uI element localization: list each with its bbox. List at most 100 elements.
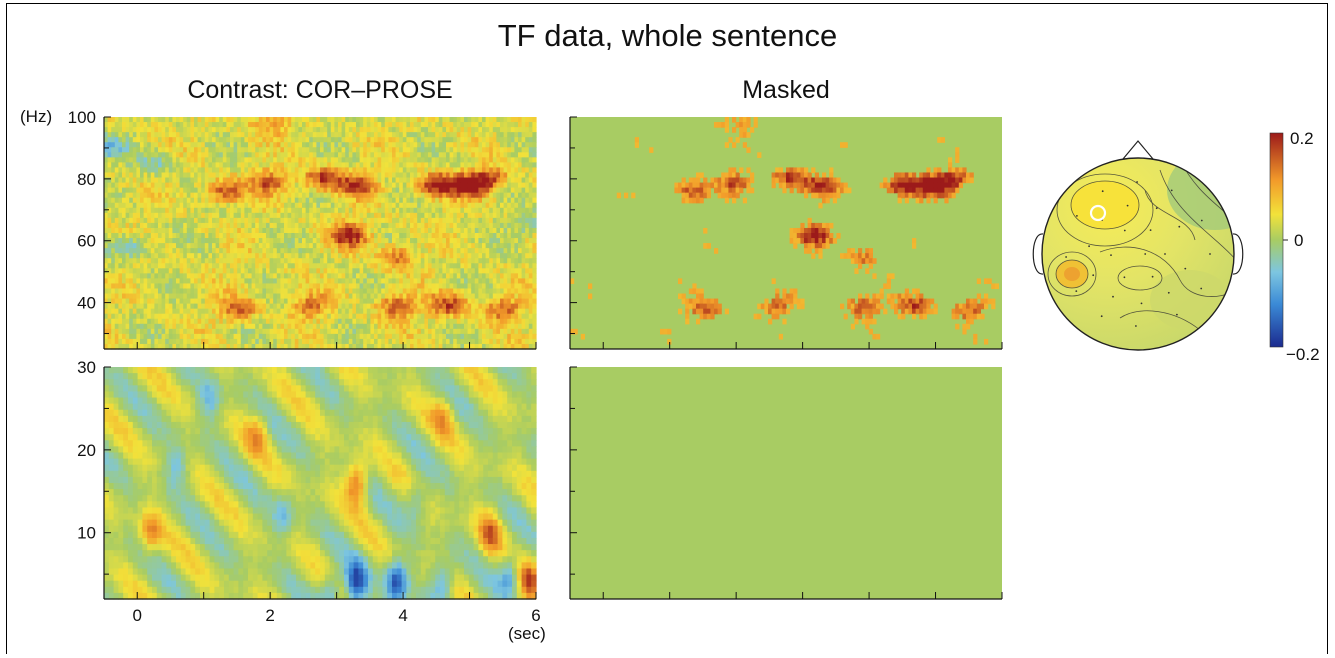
heatmap-cell xyxy=(420,338,425,345)
heatmap-cell xyxy=(338,122,343,128)
heatmap-cell xyxy=(345,172,350,179)
heatmap-cell xyxy=(348,263,353,269)
heatmap-cell xyxy=(176,293,181,300)
heatmap-cell xyxy=(104,142,109,148)
heatmap-cell xyxy=(147,283,152,290)
heatmap-cell xyxy=(485,162,490,169)
heatmap-cell xyxy=(442,142,447,148)
heatmap-cell xyxy=(323,212,328,219)
heatmap-cell xyxy=(420,207,425,214)
heatmap-cell xyxy=(136,233,141,239)
heatmap-cell xyxy=(136,243,141,249)
heatmap-cell xyxy=(413,197,418,204)
heatmap-cell xyxy=(237,303,242,310)
heatmap-cell xyxy=(474,293,479,300)
heatmap-cell xyxy=(294,263,299,269)
heatmap-cell xyxy=(262,167,267,174)
heatmap-cell xyxy=(330,162,335,169)
heatmap-cell xyxy=(399,227,404,234)
heatmap-cell xyxy=(330,248,335,254)
heatmap-cell xyxy=(485,157,490,163)
heatmap-cell xyxy=(122,268,127,274)
heatmap-cell xyxy=(413,243,418,249)
heatmap-cell xyxy=(485,117,490,123)
heatmap-cell xyxy=(338,253,343,259)
heatmap-cell xyxy=(147,323,152,330)
heatmap-cell xyxy=(377,122,382,128)
heatmap-cell xyxy=(298,227,303,234)
heatmap-cell xyxy=(222,283,227,290)
heatmap-cell xyxy=(194,268,199,274)
heatmap-cell xyxy=(489,197,494,204)
heatmap-cell xyxy=(161,172,166,179)
heatmap-cell xyxy=(374,343,379,350)
heatmap-cell xyxy=(446,132,451,138)
heatmap-cell xyxy=(456,202,461,209)
heatmap-cell xyxy=(327,283,332,290)
heatmap-cell xyxy=(251,137,256,143)
heatmap-cell xyxy=(417,227,422,234)
heatmap-cell xyxy=(431,167,436,174)
heatmap-cell xyxy=(413,162,418,169)
heatmap-cell xyxy=(251,227,256,234)
heatmap-cell xyxy=(262,202,267,209)
heatmap-cell xyxy=(150,323,155,330)
heatmap-cell xyxy=(237,283,242,290)
heatmap-cell xyxy=(348,283,353,290)
heatmap-cell xyxy=(420,202,425,209)
heatmap-cell xyxy=(269,313,274,320)
heatmap-cell xyxy=(269,263,274,269)
heatmap-cell xyxy=(276,157,281,163)
heatmap-cell xyxy=(154,283,159,290)
heatmap-cell xyxy=(186,202,191,209)
heatmap-cell xyxy=(438,253,443,259)
heatmap-cell xyxy=(338,278,343,285)
heatmap-cell xyxy=(406,117,411,123)
heatmap-cell xyxy=(150,132,155,138)
heatmap-cell xyxy=(176,127,181,133)
heatmap-cell xyxy=(406,268,411,274)
heatmap-cell xyxy=(449,263,454,269)
heatmap-cell xyxy=(442,233,447,239)
heatmap-cell xyxy=(482,248,487,254)
heatmap-cell xyxy=(118,192,123,199)
heatmap-cell xyxy=(413,137,418,143)
heatmap-cell xyxy=(467,303,472,310)
heatmap-cell xyxy=(489,333,494,340)
heatmap-cell xyxy=(125,142,130,148)
heatmap-cell xyxy=(464,268,469,274)
heatmap-cell xyxy=(363,177,368,184)
heatmap-cell xyxy=(122,323,127,330)
heatmap-cell xyxy=(244,328,249,335)
heatmap-cell xyxy=(219,308,224,315)
heatmap-cell xyxy=(395,253,400,259)
heatmap-cell xyxy=(154,233,159,239)
heatmap-cell xyxy=(428,308,433,315)
heatmap-cell xyxy=(215,207,220,214)
heatmap-cell xyxy=(309,192,314,199)
heatmap-cell xyxy=(474,207,479,214)
heatmap-cell xyxy=(176,207,181,214)
heatmap-cell xyxy=(366,293,371,300)
heatmap-cell xyxy=(197,288,202,295)
heatmap-cell xyxy=(417,303,422,310)
heatmap-cell xyxy=(363,303,368,310)
heatmap-cell xyxy=(474,162,479,169)
heatmap-cell xyxy=(172,207,177,214)
heatmap-cell xyxy=(410,268,415,274)
heatmap-cell xyxy=(161,283,166,290)
heatmap-cell xyxy=(366,167,371,174)
heatmap-cell xyxy=(348,233,353,239)
heatmap-cell xyxy=(363,243,368,249)
heatmap-cell xyxy=(248,273,253,279)
heatmap-cell xyxy=(255,238,260,244)
heatmap-cell xyxy=(341,167,346,174)
heatmap-cell xyxy=(424,192,429,199)
heatmap-cell xyxy=(492,122,497,128)
heatmap-cell xyxy=(176,318,181,325)
heatmap-cell xyxy=(381,157,386,163)
heatmap-cell xyxy=(230,217,235,224)
heatmap-cell xyxy=(338,323,343,330)
heatmap-cell xyxy=(305,318,310,325)
heatmap-cell xyxy=(276,273,281,279)
